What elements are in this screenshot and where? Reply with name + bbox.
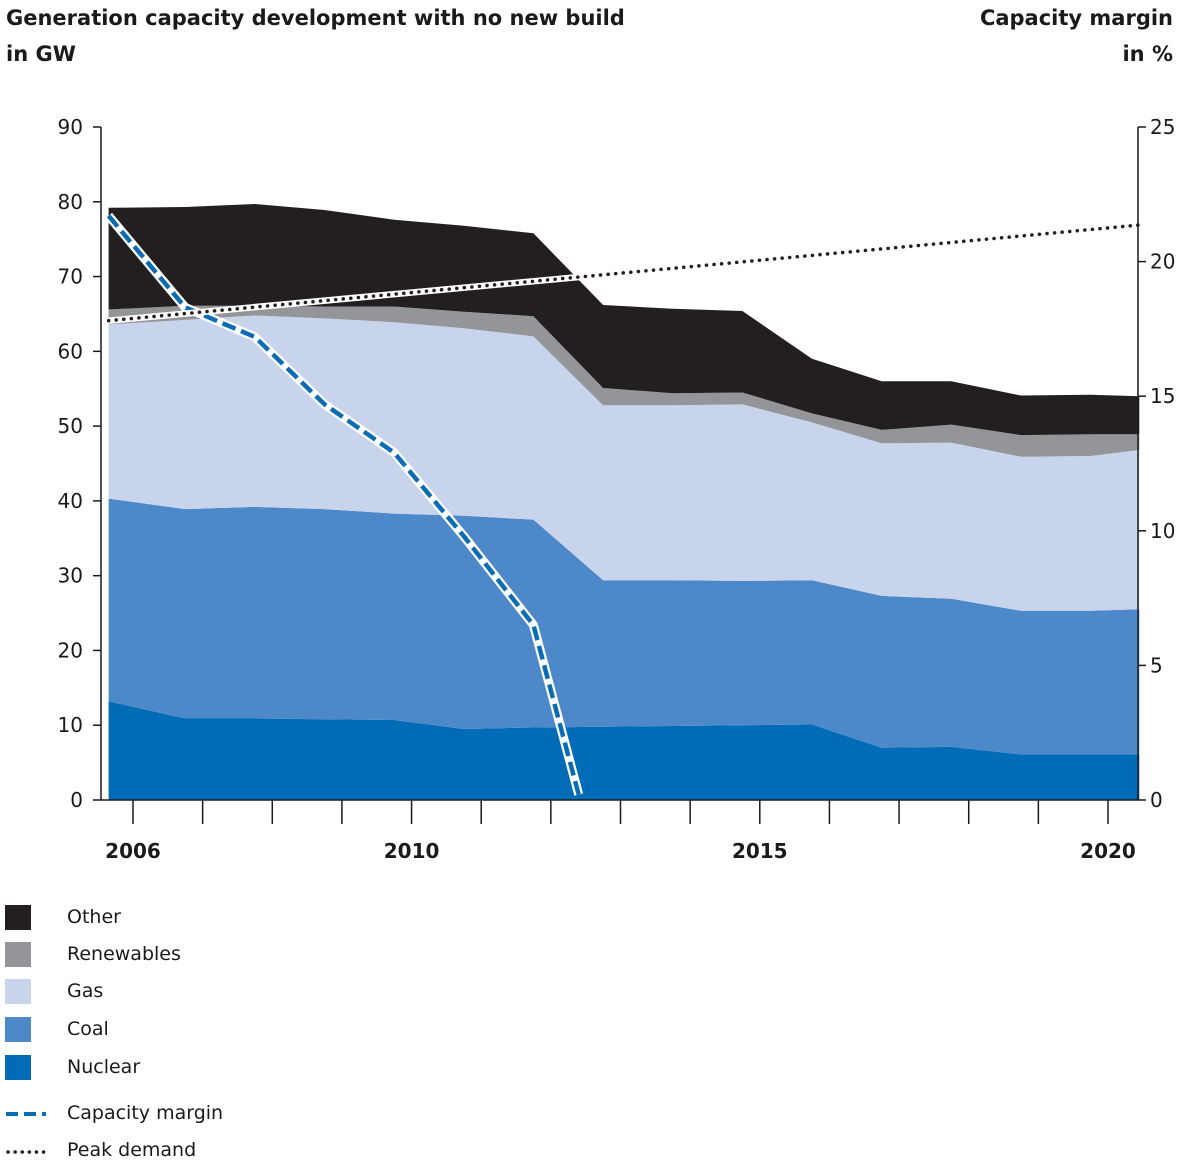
legend-item-peak_demand: Peak demand [0,1136,400,1166]
y-tick-label: 10 [58,713,83,737]
legend-item-other: Other [0,903,400,933]
chart-title-line1: Generation capacity development with no … [6,6,625,30]
y-tick-label: 20 [58,638,83,662]
right-axis-title-unit: in % [1122,42,1173,66]
legend-swatch-other [5,905,31,930]
line-peak_demand [106,223,1142,323]
stacked-areas [108,204,1140,800]
x-tick-label: 2010 [384,839,440,863]
legend-swatch-nuclear [5,1055,31,1080]
area-renewables [108,305,1140,457]
y-tick-label: 90 [58,115,83,139]
chart-title-unit: in GW [6,42,76,66]
legend-item-gas: Gas [0,977,400,1007]
legend-label-coal: Coal [67,1018,109,1040]
y2-tick-label: 5 [1150,653,1163,677]
legend-swatch-coal [5,1017,31,1042]
legend-label-capacity_margin: Capacity margin [67,1102,224,1124]
legend-line-peak_demand [6,1150,48,1154]
axes: 0 10 20 30 40 50 60 70 80 90 0 5 10 15 20 25 2006 2010 201… [58,115,1176,863]
legend-item-coal: Coal [0,1015,400,1045]
y2-tick-label: 20 [1150,250,1175,274]
x-tick-label: 2015 [732,839,788,863]
right-axis-title-line1: Capacity margin [979,6,1173,30]
legend-item-capacity_margin: Capacity margin [0,1099,400,1129]
area-gas [108,315,1140,611]
legend-swatch-gas [5,979,31,1004]
legend-label-nuclear: Nuclear [67,1056,141,1078]
right-axis-title: Capacity margin in % [980,0,1173,72]
y-tick-label: 40 [58,489,83,513]
capacity-chart: 0 10 20 30 40 50 60 70 80 90 0 5 10 15 20 25 2006 2010 201… [58,115,1176,863]
legend-label-other: Other [67,906,121,928]
legend-item-nuclear: Nuclear [0,1053,400,1083]
legend-label-renewables: Renewables [67,943,181,965]
y-tick-label: 30 [58,564,83,588]
overlay-lines [105,212,1143,796]
legend-swatch-renewables [5,942,31,967]
y-tick-label: 80 [58,190,83,214]
y2-tick-label: 15 [1150,384,1175,408]
legend-item-renewables: Renewables [0,940,400,970]
legend-line-capacity_margin [6,1112,46,1116]
x-tick-label: 2020 [1080,839,1136,863]
y-tick-label: 50 [58,414,83,438]
legend-label-gas: Gas [67,980,104,1002]
legend-label-peak_demand: Peak demand [67,1139,197,1161]
chart-title: Generation capacity development with no … [6,0,625,72]
y2-tick-label: 10 [1150,519,1175,543]
y-tick-label: 0 [70,788,83,812]
y-tick-label: 60 [58,339,83,363]
y2-tick-label: 0 [1150,788,1163,812]
y-tick-label: 70 [58,265,83,289]
area-coal [108,498,1140,755]
y2-tick-label: 25 [1150,115,1175,139]
x-tick-label: 2006 [105,839,161,863]
area-other [108,204,1140,436]
area-nuclear [108,701,1140,800]
